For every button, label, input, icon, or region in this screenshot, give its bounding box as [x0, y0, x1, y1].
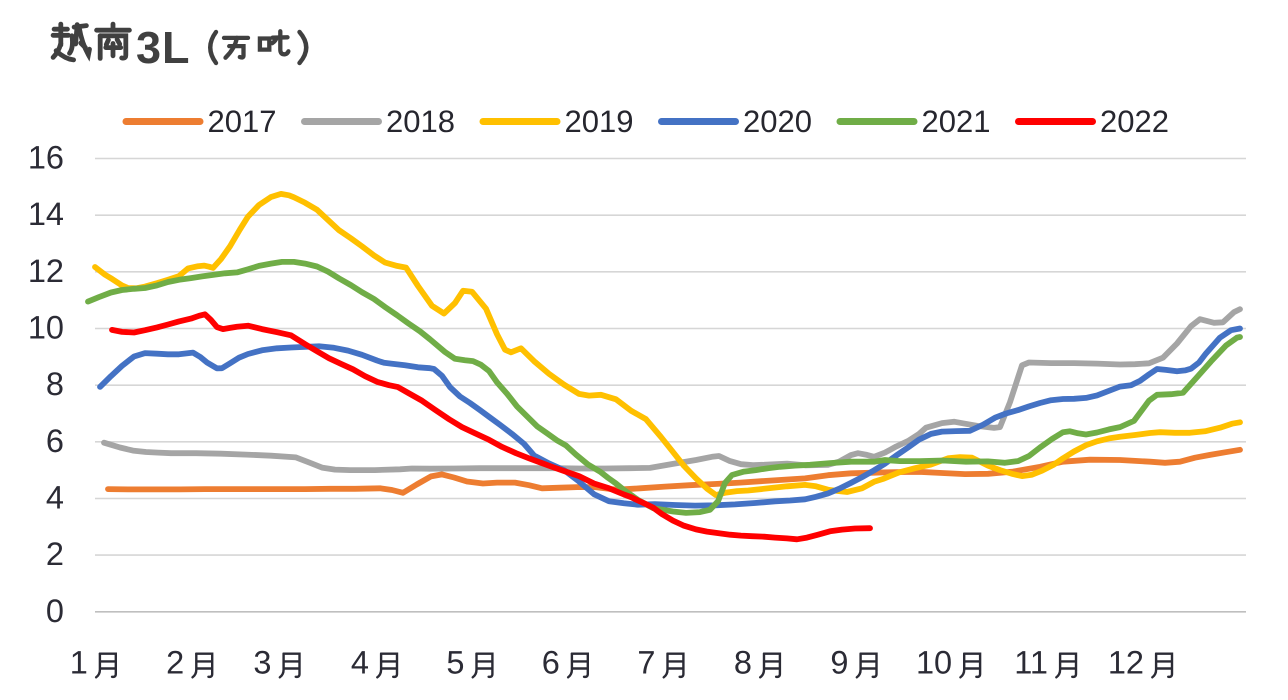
- svg-text:2019: 2019: [565, 104, 634, 139]
- svg-text:6: 6: [542, 645, 560, 681]
- svg-text:7: 7: [637, 645, 655, 681]
- svg-text:2018: 2018: [386, 104, 455, 139]
- svg-text:12: 12: [28, 253, 64, 289]
- svg-text:4: 4: [351, 645, 369, 681]
- svg-text:2021: 2021: [922, 104, 991, 139]
- svg-text:10: 10: [28, 310, 64, 346]
- svg-text:9: 9: [830, 645, 848, 681]
- svg-text:2022: 2022: [1100, 104, 1169, 139]
- svg-text:10: 10: [916, 645, 952, 681]
- svg-text:3: 3: [253, 645, 271, 681]
- svg-text:6: 6: [46, 423, 64, 459]
- svg-text:0: 0: [46, 593, 64, 629]
- svg-text:12: 12: [1108, 645, 1144, 681]
- svg-text:2: 2: [166, 645, 184, 681]
- svg-text:3L: 3L: [136, 22, 191, 73]
- svg-text:14: 14: [28, 196, 64, 232]
- svg-text:2017: 2017: [208, 104, 277, 139]
- svg-text:2: 2: [46, 536, 64, 572]
- svg-text:4: 4: [46, 480, 64, 516]
- svg-text:1: 1: [70, 645, 88, 681]
- svg-text:16: 16: [28, 140, 64, 176]
- svg-text:5: 5: [446, 645, 464, 681]
- svg-text:8: 8: [46, 366, 64, 402]
- svg-text:2020: 2020: [743, 104, 812, 139]
- svg-text:11: 11: [1014, 645, 1048, 681]
- svg-text:8: 8: [734, 645, 752, 681]
